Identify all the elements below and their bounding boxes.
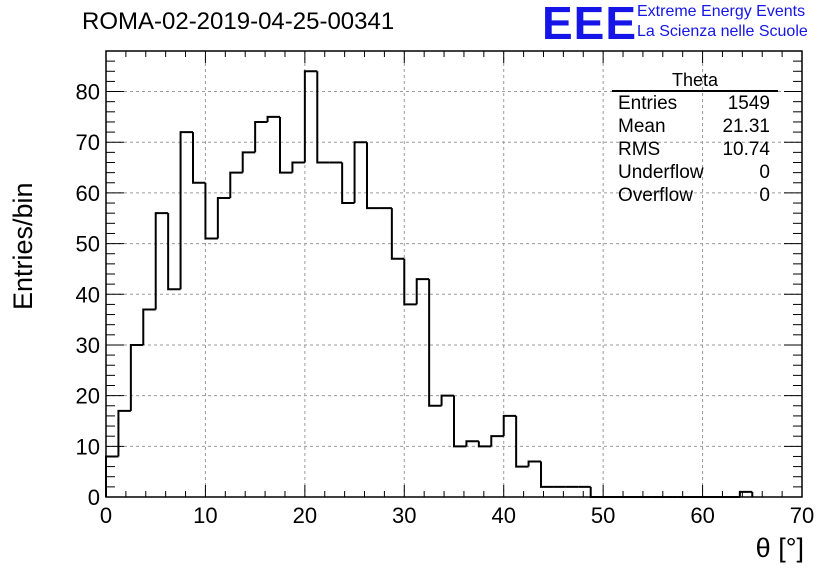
stat-label: RMS	[618, 139, 661, 160]
histogram-bin	[291, 161, 305, 173]
y-tick-label: 70	[76, 130, 100, 155]
tick-labels: 0 10 20 30 40 50 60 70 0 10 20 30 40 50 60 70 80	[76, 80, 815, 528]
x-tick-label: 40	[491, 503, 515, 528]
histogram-bin	[465, 440, 479, 447]
y-tick-label: 60	[76, 181, 100, 206]
histogram-bin	[266, 115, 280, 122]
stat-label: Overflow	[618, 185, 693, 206]
histogram-bin	[477, 441, 492, 448]
histogram-series	[105, 70, 754, 498]
y-tick-label: 40	[76, 282, 100, 307]
x-tick-label: 30	[392, 503, 416, 528]
stat-value: 10.74	[722, 139, 770, 160]
y-tick-label: 30	[76, 333, 100, 358]
x-tick-label: 50	[591, 503, 615, 528]
histogram-bin	[415, 278, 430, 305]
stat-row-rms: RMS 10.74	[612, 138, 778, 161]
x-axis-label: θ [°]	[755, 533, 804, 563]
y-tick-label: 80	[76, 80, 100, 105]
histogram-bin	[366, 142, 380, 210]
histogram-bin	[440, 394, 454, 406]
histogram-bin	[515, 415, 529, 468]
histogram-bin	[490, 435, 504, 447]
histogram-bin	[279, 116, 293, 174]
histogram-bin	[303, 70, 318, 163]
stat-label: Entries	[618, 93, 678, 114]
stat-label: Underflow	[618, 162, 704, 183]
stat-value: 0	[759, 162, 770, 183]
histogram-bin	[589, 486, 604, 498]
histogram-bin	[390, 208, 405, 260]
histogram-bin	[428, 279, 442, 407]
histogram-bin	[216, 196, 231, 239]
stat-row-overflow: Overflow 0	[612, 184, 778, 207]
x-tick-label: 0	[100, 503, 112, 528]
y-axis-label: Entries/bin	[8, 182, 38, 310]
histogram-bin	[353, 141, 367, 204]
histogram-bin	[229, 171, 243, 198]
x-tick-label: 10	[193, 503, 217, 528]
y-tick-label: 50	[76, 232, 100, 257]
histogram-bin	[167, 213, 181, 291]
histogram-bin	[241, 151, 256, 173]
stat-row-underflow: Underflow 0	[612, 161, 778, 184]
x-tick-label: 20	[293, 503, 317, 528]
stat-value: 1549	[727, 93, 770, 114]
histogram-bin	[738, 490, 753, 497]
axis-ticks	[105, 50, 803, 498]
stat-label: Mean	[618, 116, 666, 137]
histogram-bin	[142, 308, 156, 345]
x-tick-label: 70	[790, 503, 814, 528]
histogram-bin	[316, 71, 330, 164]
histogram-bin	[117, 409, 131, 457]
stat-row-entries: Entries 1549	[612, 92, 778, 115]
logo-tagline-2: La Scienza nelle Scuole	[637, 23, 808, 40]
stat-row-mean: Mean 21.31	[612, 115, 778, 138]
logo-tagline-1: Extreme Energy Events	[637, 3, 806, 20]
y-tick-label: 10	[76, 434, 100, 459]
stats-title: Theta	[612, 70, 778, 92]
stats-box: Theta Entries 1549 Mean 21.31 RMS 10.74 …	[612, 70, 778, 207]
histogram-bin	[403, 258, 417, 306]
histogram-bin	[204, 182, 218, 240]
eee-logo: EEE	[542, 0, 638, 49]
stat-value: 21.31	[722, 116, 770, 137]
histogram-bin	[341, 162, 355, 205]
histogram-bin	[540, 461, 554, 488]
histogram-bin	[154, 212, 169, 310]
histogram-bin	[192, 132, 206, 184]
x-tick-label: 60	[690, 503, 714, 528]
histogram-bin	[254, 120, 268, 153]
y-tick-label: 20	[76, 384, 100, 409]
histogram-bin	[453, 395, 467, 448]
stat-value: 0	[759, 185, 770, 206]
histogram-bin	[129, 343, 144, 411]
chart-title: ROMA-02-2019-04-25-00341	[82, 8, 395, 35]
histogram-bin	[179, 131, 193, 290]
histogram-bin	[502, 414, 517, 437]
histogram-bin	[527, 460, 541, 467]
y-tick-label: 0	[88, 485, 100, 510]
